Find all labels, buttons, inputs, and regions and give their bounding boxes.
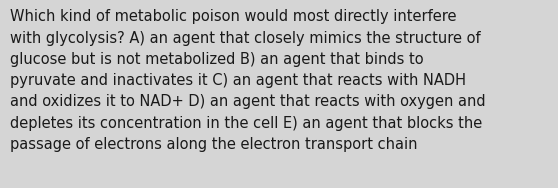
Text: Which kind of metabolic poison would most directly interfere
with glycolysis? A): Which kind of metabolic poison would mos…: [10, 9, 485, 152]
